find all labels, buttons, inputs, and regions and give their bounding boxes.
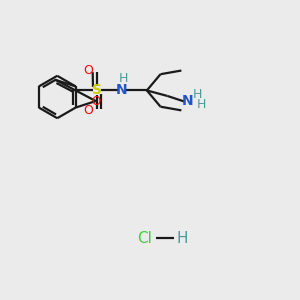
Text: H: H	[193, 88, 202, 100]
Text: Cl: Cl	[137, 231, 152, 246]
Text: S: S	[92, 83, 102, 98]
Text: N: N	[116, 83, 128, 98]
Text: O: O	[91, 94, 101, 107]
Text: H: H	[196, 98, 206, 111]
Text: N: N	[182, 94, 194, 108]
Text: O: O	[84, 104, 94, 117]
Text: O: O	[84, 64, 94, 77]
Text: H: H	[119, 72, 128, 85]
Text: H: H	[176, 231, 188, 246]
